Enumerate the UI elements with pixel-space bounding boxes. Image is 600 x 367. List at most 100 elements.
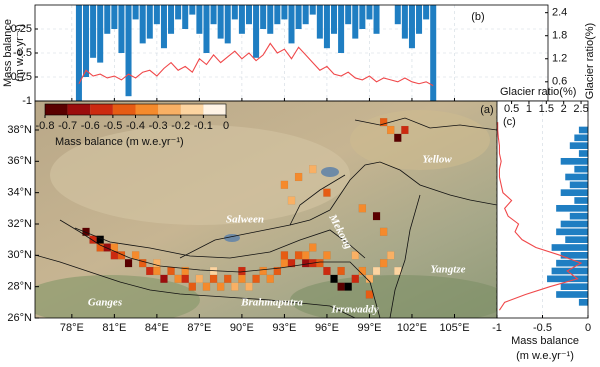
bar	[217, 5, 224, 39]
colorbar-label: Mass balance (m w.e.yr⁻¹)	[55, 136, 184, 148]
colorbar-tick-label: 0	[223, 120, 229, 132]
panel-label: (a)	[480, 104, 493, 116]
bar	[569, 181, 588, 189]
grid-cell	[379, 227, 388, 236]
grid-cell	[309, 243, 317, 252]
bar	[551, 267, 588, 275]
grid-cell	[372, 212, 381, 221]
bar	[345, 5, 352, 25]
bar	[574, 197, 588, 204]
grid-cell	[379, 118, 388, 127]
grid-cell	[273, 266, 282, 276]
x2-tick-label: 1	[526, 103, 532, 115]
grid-cell	[202, 282, 211, 291]
bar	[556, 259, 588, 267]
colorbar-tick-label: -0.4	[126, 120, 145, 132]
x-tick-label: 96°E	[315, 322, 339, 334]
grid-cell	[351, 251, 359, 260]
x-tick-label: 0	[585, 322, 591, 334]
bar	[578, 126, 588, 134]
grid-cell	[188, 282, 196, 291]
y-axis-label: Mass balance	[2, 19, 14, 87]
colorbar-tick-label: -0.2	[171, 120, 190, 132]
bar	[97, 5, 104, 63]
grid-cell	[131, 251, 140, 260]
bar	[245, 5, 252, 25]
x-tick-label: 93°E	[272, 322, 296, 334]
bar	[75, 5, 82, 101]
x-axis-label: Mass balance	[511, 335, 579, 347]
x-tick-label: 105°E	[439, 322, 469, 334]
x-tick-label: 78°E	[60, 322, 84, 334]
grid-cell	[153, 259, 161, 268]
y2-tick-label: 1.8	[552, 30, 567, 42]
grid-cell	[167, 266, 175, 276]
bar	[569, 212, 588, 220]
grid-cell	[231, 282, 239, 291]
grid-cell	[316, 259, 324, 268]
bar	[302, 5, 309, 25]
colorbar-segment	[90, 104, 113, 115]
panel-label: (b)	[471, 11, 484, 23]
colorbar-tick-label: -0.8	[36, 120, 55, 132]
bar	[556, 291, 588, 298]
x-tick-label: 90°E	[230, 322, 254, 334]
x-tick-label: 87°E	[187, 322, 211, 334]
colorbar-tick-label: -0.5	[103, 120, 122, 132]
grid-cell	[294, 251, 303, 260]
grid-cell	[139, 259, 147, 268]
grid-cell	[209, 274, 218, 283]
grid-cell	[224, 274, 232, 283]
grid-cell	[301, 251, 310, 260]
bar	[210, 5, 217, 25]
bar	[331, 5, 338, 34]
bar	[231, 5, 238, 20]
grid-cell	[387, 125, 395, 135]
grid-cell	[280, 259, 289, 268]
bar	[295, 5, 302, 29]
y-tick-label: 36°N	[7, 155, 32, 167]
grid-cell	[174, 274, 182, 283]
colorbar-segment	[158, 104, 181, 115]
grid-cell	[181, 274, 189, 283]
bar	[189, 5, 196, 15]
y2-tick-label: 2.4	[552, 7, 567, 19]
bar	[416, 5, 423, 34]
x-tick-label: 81°E	[102, 322, 126, 334]
grid-cell	[358, 266, 367, 276]
grid-cell	[401, 125, 409, 135]
colorbar-segment	[45, 104, 68, 115]
bar	[574, 165, 588, 173]
x-tick-label: 84°E	[145, 322, 169, 334]
grid-cell	[365, 274, 374, 283]
grid-cell	[238, 266, 246, 276]
x2-tick-label: 1.5	[539, 103, 554, 115]
bar	[182, 5, 189, 29]
y-tick-label: -1	[22, 95, 32, 107]
grid-cell	[160, 274, 168, 283]
bar	[560, 283, 588, 290]
grid-cell	[280, 251, 289, 260]
grid-cell	[337, 282, 345, 291]
x-tick-label: -1	[492, 322, 502, 334]
bar	[125, 5, 132, 97]
bar	[260, 5, 267, 29]
grid-cell	[287, 259, 296, 268]
bar	[168, 5, 175, 34]
grid-cell	[301, 259, 310, 268]
grid-cell	[387, 251, 395, 260]
colorbar-segment	[112, 104, 136, 115]
grid-cell	[294, 172, 303, 182]
colorbar-tick-label: -0.7	[58, 120, 77, 132]
bar	[196, 5, 203, 34]
y-tick-label: -0.25	[7, 23, 32, 35]
grid-cell	[146, 266, 154, 276]
x-axis-label: (m w.e.yr⁻¹)	[516, 350, 574, 362]
y-tick-label: 38°N	[7, 124, 32, 136]
bar	[323, 5, 330, 49]
bar	[560, 189, 588, 196]
y-tick-label: -0.5	[13, 47, 32, 59]
grid-cell	[351, 274, 359, 283]
y2-tick-label: 1.2	[552, 53, 567, 65]
bar	[309, 5, 316, 15]
